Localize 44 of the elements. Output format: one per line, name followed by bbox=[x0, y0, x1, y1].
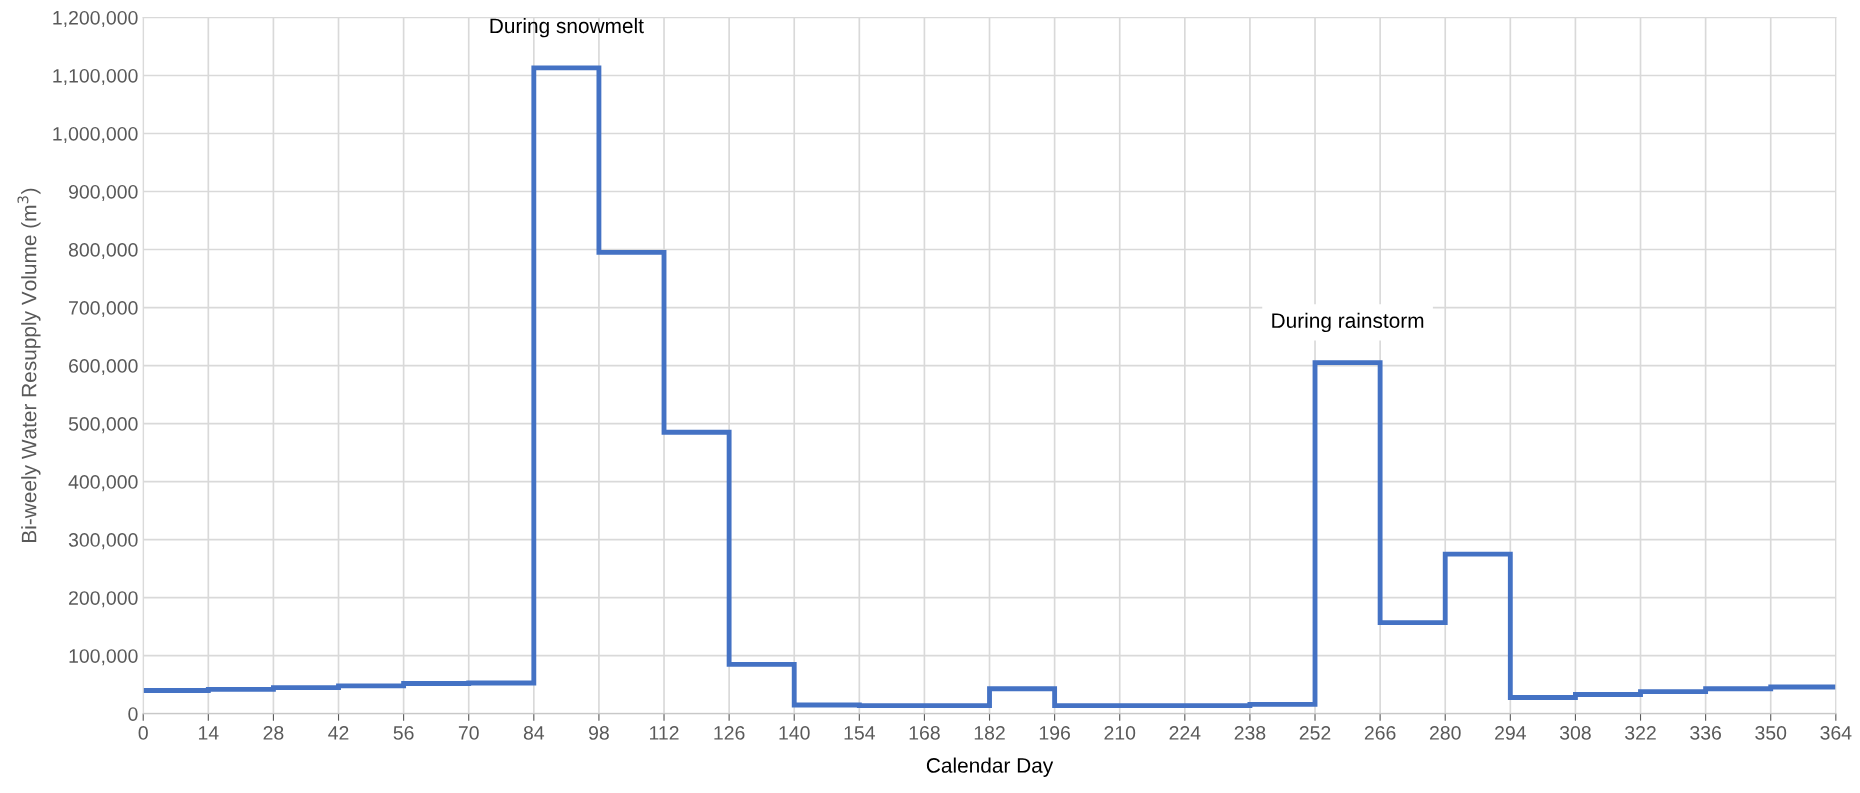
x-tick-label: 238 bbox=[1234, 726, 1266, 740]
annotation: During rainstorm bbox=[1272, 312, 1424, 333]
y-tick-label: 500,000 bbox=[68, 417, 138, 434]
y-tick-label: 1,000,000 bbox=[53, 126, 138, 144]
x-tick-label: 140 bbox=[779, 726, 810, 740]
x-tick-label: 350 bbox=[1755, 726, 1787, 740]
y-axis-title: Bi-weely Water Resupply Volume (m$^{3}$) bbox=[17, 188, 41, 542]
x-tick-label: 84 bbox=[523, 726, 545, 740]
x-tick-label: 98 bbox=[589, 726, 609, 740]
x-tick-label: 280 bbox=[1429, 726, 1461, 740]
x-tick-label: 0 bbox=[138, 726, 148, 740]
x-tick-label: 336 bbox=[1690, 726, 1721, 740]
x-tick-label: 224 bbox=[1169, 726, 1201, 740]
x-tick-label: 56 bbox=[393, 726, 414, 740]
x-tick-label: 126 bbox=[714, 726, 745, 740]
y-tick-label: 1,100,000 bbox=[53, 68, 138, 85]
x-tick-label: 294 bbox=[1495, 726, 1526, 740]
y-tick-label: 700,000 bbox=[69, 301, 138, 318]
x-tick-label: 364 bbox=[1820, 726, 1852, 740]
y-tick-label: 800,000 bbox=[68, 243, 138, 260]
annotation: During snowmelt bbox=[490, 17, 644, 38]
x-tick-label: 70 bbox=[458, 726, 479, 740]
x-tick-label: 112 bbox=[650, 726, 679, 740]
x-tick-label: 182 bbox=[974, 726, 1005, 740]
y-tick-label: 0 bbox=[128, 707, 138, 721]
x-tick-label: 210 bbox=[1104, 726, 1136, 740]
y-tick-label: 400,000 bbox=[68, 475, 138, 492]
y-tick-label: 200,000 bbox=[69, 591, 138, 608]
y-tick-label: 600,000 bbox=[69, 359, 138, 376]
y-tick-label: 300,000 bbox=[68, 533, 138, 550]
x-axis-title: Calendar Day bbox=[926, 757, 1054, 777]
x-tick-label: 266 bbox=[1364, 726, 1396, 740]
x-tick-label: 196 bbox=[1039, 726, 1070, 740]
y-tick-label: 900,000 bbox=[68, 184, 138, 202]
x-tick-label: 14 bbox=[198, 726, 219, 740]
x-tick-label: 168 bbox=[909, 726, 940, 740]
y-tick-label: 100,000 bbox=[69, 649, 138, 666]
x-tick-label: 28 bbox=[263, 726, 284, 740]
x-tick-label: 308 bbox=[1559, 726, 1591, 740]
x-tick-label: 154 bbox=[844, 726, 875, 740]
x-tick-label: 42 bbox=[328, 726, 349, 740]
x-tick-label: 252 bbox=[1299, 726, 1331, 740]
y-tick-label: 1,200,000 bbox=[53, 10, 138, 27]
x-tick-label: 322 bbox=[1625, 726, 1656, 740]
